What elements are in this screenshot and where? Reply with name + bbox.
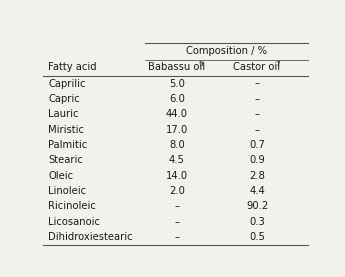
Text: 2.0: 2.0 [169,186,185,196]
Text: Fatty acid: Fatty acid [48,62,97,72]
Text: –: – [174,217,179,227]
Text: 0.9: 0.9 [249,155,265,165]
Text: –: – [255,79,259,89]
Text: –: – [255,94,259,104]
Text: Miristic: Miristic [48,125,85,135]
Text: –: – [174,232,179,242]
Text: Ricinoleic: Ricinoleic [48,201,96,211]
Text: Babassu oil: Babassu oil [148,62,205,72]
Text: 7: 7 [275,61,280,66]
Text: 14.0: 14.0 [166,171,188,181]
Text: 17.0: 17.0 [166,125,188,135]
Text: 0.3: 0.3 [249,217,265,227]
Text: 44.0: 44.0 [166,109,188,119]
Text: Capric: Capric [48,94,80,104]
Text: Palmitic: Palmitic [48,140,88,150]
Text: 90.2: 90.2 [246,201,268,211]
Text: 0.7: 0.7 [249,140,265,150]
Text: Composition / %: Composition / % [186,46,267,57]
Text: 2.8: 2.8 [249,171,265,181]
Text: 5.0: 5.0 [169,79,185,89]
Text: Lauric: Lauric [48,109,79,119]
Text: Caprilic: Caprilic [48,79,86,89]
Text: Dihidroxiestearic: Dihidroxiestearic [48,232,133,242]
Text: 4.4: 4.4 [249,186,265,196]
Text: Oleic: Oleic [48,171,73,181]
Text: 0.5: 0.5 [249,232,265,242]
Text: –: – [255,125,259,135]
Text: 6.0: 6.0 [169,94,185,104]
Text: Licosanoic: Licosanoic [48,217,100,227]
Text: Stearic: Stearic [48,155,83,165]
Text: 8.0: 8.0 [169,140,185,150]
Text: –: – [255,109,259,119]
Text: Castor oil: Castor oil [234,62,280,72]
Text: –: – [174,201,179,211]
Text: 9: 9 [199,61,203,66]
Text: Linoleic: Linoleic [48,186,87,196]
Text: 4.5: 4.5 [169,155,185,165]
